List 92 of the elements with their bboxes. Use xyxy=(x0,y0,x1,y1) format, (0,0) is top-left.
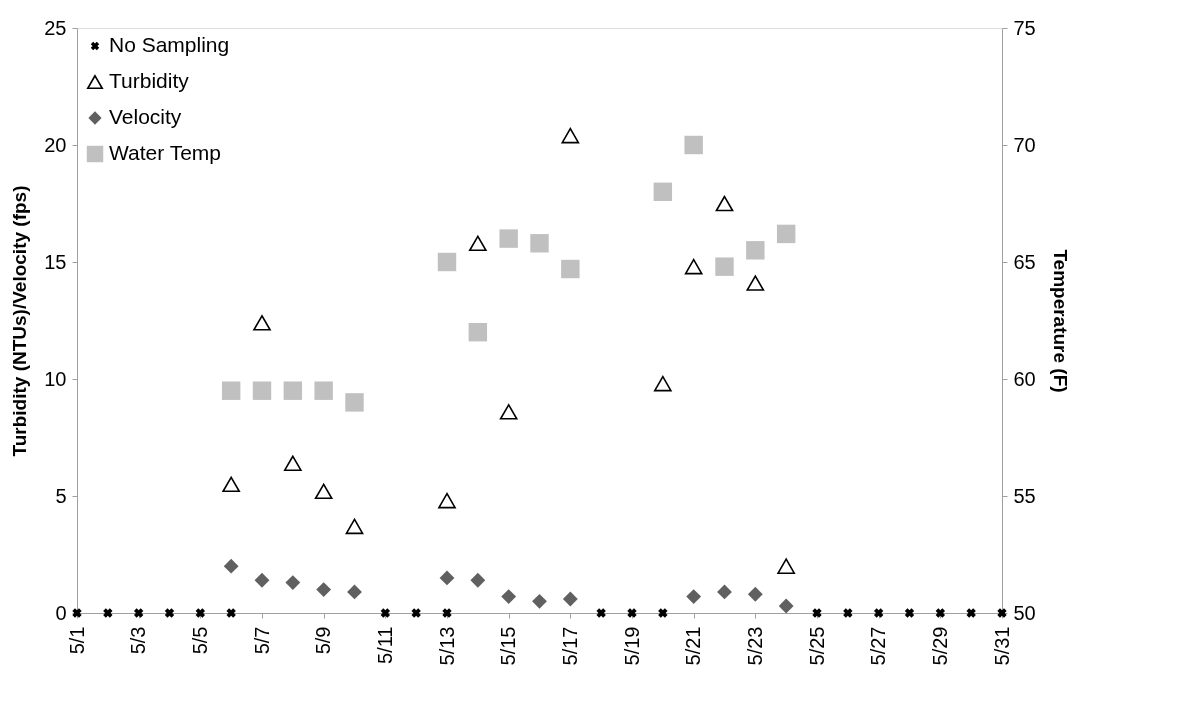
point xyxy=(746,275,765,291)
y2-tick-label: 70 xyxy=(1013,133,1036,156)
point xyxy=(314,381,333,400)
point xyxy=(935,608,946,618)
y-tick-label: 15 xyxy=(44,250,67,273)
point xyxy=(499,403,518,420)
point xyxy=(438,492,456,509)
point xyxy=(904,608,915,618)
x-tick-label: 5/29 xyxy=(928,626,951,666)
legend-label: No Sampling xyxy=(109,33,230,56)
point xyxy=(715,195,734,212)
y2-tick-label: 65 xyxy=(1013,250,1036,273)
y2-axis-title: Temperature (F) xyxy=(1049,249,1071,393)
x-tick-label: 5/31 xyxy=(990,626,1013,666)
point xyxy=(684,258,703,275)
y-tick-label: 0 xyxy=(55,601,67,624)
point xyxy=(532,593,547,609)
point xyxy=(314,483,333,500)
point xyxy=(226,608,236,618)
point xyxy=(686,589,702,605)
point xyxy=(501,589,517,605)
point xyxy=(252,381,272,400)
point xyxy=(442,608,452,618)
y-tick-label: 5 xyxy=(55,484,67,507)
point xyxy=(715,257,734,276)
point xyxy=(778,598,794,614)
y-tick-label: 20 xyxy=(44,133,67,156)
x-tick-label: 5/23 xyxy=(743,626,766,666)
y2-tick-label: 50 xyxy=(1013,601,1036,624)
point xyxy=(221,381,241,400)
point xyxy=(684,135,703,155)
point xyxy=(285,575,301,590)
point xyxy=(380,608,391,618)
point xyxy=(468,322,488,342)
point xyxy=(776,224,796,244)
x-tick-label: 5/3 xyxy=(127,626,150,655)
point xyxy=(411,608,421,618)
legend-label: Water Temp xyxy=(109,141,222,164)
y-axis-title: Turbidity (NTUs)/Velocity (fps) xyxy=(9,185,31,457)
legend-label: Turbidity xyxy=(109,69,190,92)
y2-tick-label: 60 xyxy=(1013,367,1036,390)
point xyxy=(812,608,822,618)
point xyxy=(561,259,580,279)
point xyxy=(627,608,637,618)
point xyxy=(596,608,606,618)
point xyxy=(253,315,271,331)
point xyxy=(653,375,672,392)
y-tick-label: 10 xyxy=(44,367,67,390)
point xyxy=(746,241,765,260)
point xyxy=(164,608,175,618)
point xyxy=(345,393,364,412)
point xyxy=(103,608,113,618)
x-tick-label: 5/19 xyxy=(620,626,643,666)
point xyxy=(966,608,976,618)
x-tick-label: 5/17 xyxy=(558,626,581,666)
x-tick-label: 5/9 xyxy=(312,626,335,655)
point xyxy=(470,572,486,588)
x-tick-label: 5/25 xyxy=(805,626,828,666)
x-tick-label: 5/27 xyxy=(867,626,890,666)
point xyxy=(562,591,578,607)
point xyxy=(777,558,796,574)
x-tick-label: 5/11 xyxy=(373,626,396,664)
point xyxy=(561,127,580,144)
point xyxy=(133,608,144,618)
x-tick-label: 5/21 xyxy=(682,626,705,666)
legend-label: Velocity xyxy=(109,105,182,128)
point xyxy=(439,570,455,586)
point xyxy=(195,608,206,618)
point xyxy=(254,572,270,588)
x-tick-label: 5/7 xyxy=(250,626,273,655)
x-tick-label: 5/1 xyxy=(65,626,88,655)
point xyxy=(468,235,487,252)
x-tick-label: 5/15 xyxy=(497,626,520,666)
point xyxy=(345,518,364,535)
point xyxy=(499,229,518,248)
y-tick-label: 25 xyxy=(44,16,67,39)
point xyxy=(658,608,668,618)
point xyxy=(222,476,241,493)
point xyxy=(530,234,549,253)
x-tick-label: 5/13 xyxy=(435,626,458,666)
point xyxy=(843,608,853,618)
y2-tick-label: 75 xyxy=(1013,16,1036,39)
point xyxy=(653,182,673,202)
point xyxy=(283,381,303,400)
y2-tick-label: 55 xyxy=(1013,484,1036,507)
point xyxy=(437,252,457,272)
point xyxy=(283,455,302,472)
point xyxy=(747,586,763,602)
x-tick-label: 5/5 xyxy=(188,626,211,655)
point xyxy=(873,608,884,618)
point xyxy=(316,582,332,598)
point xyxy=(223,558,239,574)
